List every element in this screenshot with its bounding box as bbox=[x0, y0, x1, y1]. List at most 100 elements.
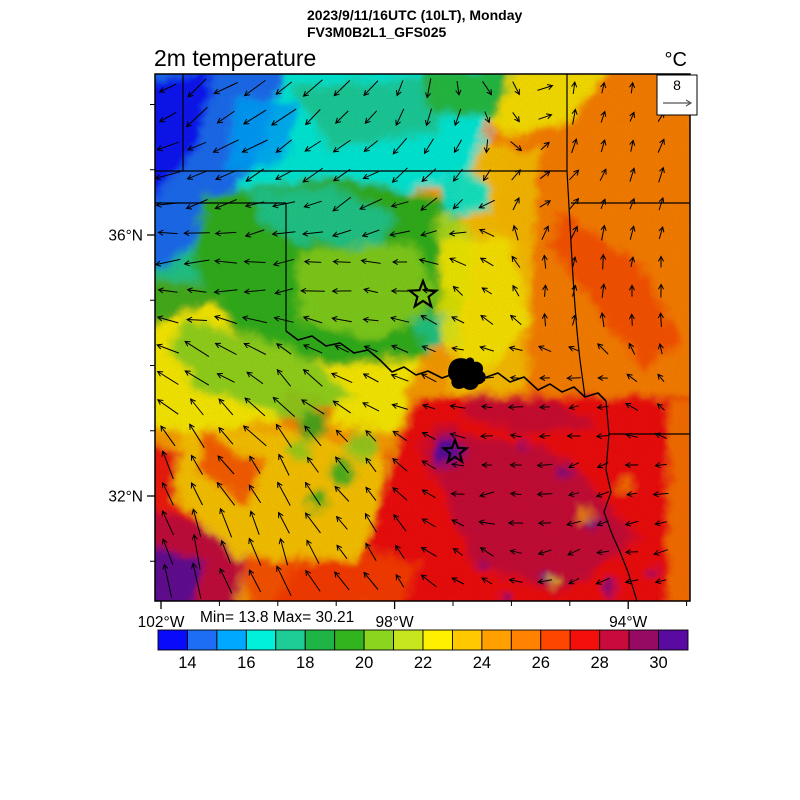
wind-arrow bbox=[628, 313, 635, 326]
reference-vector-arrow-icon bbox=[663, 99, 693, 107]
colorbar-cell bbox=[275, 629, 306, 651]
wind-arrow bbox=[190, 482, 203, 506]
wind-arrow bbox=[391, 167, 408, 183]
wind-arrow bbox=[600, 198, 606, 209]
colorbar-cell bbox=[363, 629, 395, 651]
wind-arrow bbox=[160, 425, 176, 447]
wind-arrow bbox=[278, 453, 290, 476]
wind-arrow bbox=[332, 196, 352, 212]
wind-arrow bbox=[363, 80, 379, 97]
wind-arrow bbox=[656, 403, 665, 411]
wind-arrow bbox=[537, 520, 552, 527]
wind-arrow bbox=[359, 198, 383, 210]
wind-arrow bbox=[304, 140, 322, 152]
wind-arrow bbox=[277, 481, 291, 506]
wind-arrow bbox=[538, 113, 553, 120]
temperature-field-layer bbox=[155, 74, 690, 601]
wind-arrow bbox=[626, 491, 637, 498]
wind-arrow bbox=[191, 562, 202, 599]
wind-arrow bbox=[186, 316, 207, 323]
wind-arrow bbox=[478, 228, 495, 237]
wind-arrow bbox=[275, 139, 293, 153]
wind-arrow bbox=[541, 254, 548, 269]
wind-arrow bbox=[363, 287, 379, 294]
wind-arrow bbox=[245, 168, 265, 182]
wind-arrow bbox=[482, 169, 491, 182]
wind-arrow bbox=[629, 256, 636, 267]
wind-arrow bbox=[390, 344, 409, 353]
wind-arrow bbox=[161, 538, 174, 566]
wind-arrow bbox=[300, 399, 325, 415]
wind-arrow bbox=[190, 454, 204, 475]
wind-arrow bbox=[248, 569, 262, 593]
wind-arrow bbox=[213, 288, 238, 295]
wind-arrow bbox=[275, 343, 292, 355]
wind-arrow bbox=[334, 345, 350, 353]
wind-arrow bbox=[511, 255, 521, 268]
wind-arrow bbox=[219, 567, 233, 594]
wind-arrow bbox=[624, 520, 639, 527]
wind-arrow bbox=[189, 423, 205, 448]
wind-arrow bbox=[332, 168, 351, 182]
wind-arrow bbox=[362, 373, 379, 383]
wind-arrow bbox=[452, 168, 463, 182]
wind-arrow bbox=[538, 432, 551, 440]
wind-arrow bbox=[537, 345, 552, 353]
wind-arrow bbox=[509, 314, 522, 325]
wind-arrow bbox=[451, 345, 464, 352]
wind-arrow bbox=[571, 138, 578, 154]
wind-arrow bbox=[629, 167, 636, 182]
wind-arrow bbox=[600, 283, 607, 298]
wind-arrow bbox=[568, 577, 580, 585]
wind-arrow bbox=[421, 403, 436, 410]
wind-arrow bbox=[218, 426, 234, 445]
wind-arrow bbox=[390, 287, 409, 294]
wind-arrow bbox=[455, 81, 462, 96]
wind-arrow bbox=[482, 81, 493, 96]
wind-arrow bbox=[508, 345, 523, 352]
wind-arrow bbox=[189, 398, 204, 416]
wind-arrow bbox=[243, 288, 266, 295]
wind-arrow bbox=[596, 520, 609, 527]
wind-arrow bbox=[302, 368, 323, 387]
wind-arrow bbox=[509, 490, 522, 497]
wind-arrow bbox=[600, 81, 607, 94]
wind-arrow bbox=[628, 284, 636, 297]
wind-arrow bbox=[479, 547, 494, 557]
wind-arrow bbox=[452, 285, 463, 296]
wind-arrow bbox=[363, 140, 379, 153]
wind-arrow bbox=[452, 547, 463, 556]
colorbar-cell bbox=[216, 629, 247, 651]
wind-arrow bbox=[479, 433, 494, 440]
raster-grain-overlay bbox=[155, 74, 690, 601]
plot-title: 2m temperature bbox=[154, 45, 316, 71]
wind-arrow bbox=[184, 340, 210, 358]
wind-arrow bbox=[512, 81, 520, 96]
wind-arrow bbox=[214, 199, 237, 210]
wind-arrow bbox=[541, 225, 549, 241]
wind-arrow bbox=[191, 508, 202, 537]
wind-arrow bbox=[364, 512, 378, 533]
reference-vector-value: 8 bbox=[673, 77, 681, 93]
wind-arrow bbox=[365, 457, 377, 473]
wind-arrow bbox=[248, 537, 262, 566]
wind-arrow bbox=[542, 284, 549, 297]
wind-arrow bbox=[658, 225, 665, 240]
wind-arrow bbox=[629, 225, 636, 240]
wind-arrow bbox=[624, 549, 639, 556]
colorbar-cell bbox=[304, 629, 336, 651]
wind-arrow bbox=[452, 198, 463, 210]
colorbar-cell bbox=[451, 629, 483, 651]
colorbar-cell bbox=[245, 629, 277, 651]
lake-dot-icon bbox=[466, 357, 475, 365]
wind-arrow bbox=[156, 315, 179, 324]
wind-arrow bbox=[570, 225, 578, 240]
wind-arrow bbox=[449, 403, 466, 410]
colorbar-cell bbox=[422, 629, 453, 651]
wind-arrow bbox=[216, 110, 235, 124]
wind-arrow bbox=[183, 259, 210, 267]
colorbar-cell bbox=[628, 629, 660, 651]
wind-arrow bbox=[509, 432, 522, 439]
wind-arrow bbox=[480, 314, 494, 325]
